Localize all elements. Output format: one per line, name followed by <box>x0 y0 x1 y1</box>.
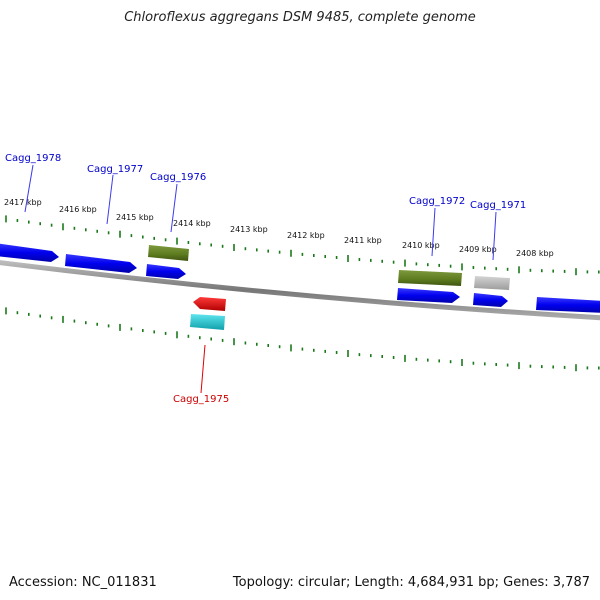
gene-label[interactable]: Cagg_1975 <box>173 394 229 405</box>
gene-arrow[interactable] <box>473 293 508 307</box>
gene-label[interactable]: Cagg_1972 <box>409 196 465 207</box>
gene-arrow[interactable] <box>65 254 137 273</box>
gene-arrow[interactable] <box>190 314 225 330</box>
upper-scale-ticks <box>5 215 600 276</box>
kbp-label: 2415 kbp <box>116 213 154 222</box>
genome-summary-text: Topology: circular; Length: 4,684,931 bp… <box>232 575 590 590</box>
reverse-strand-genes <box>190 297 226 330</box>
gene-arrow[interactable] <box>397 288 460 303</box>
gene-label[interactable]: Cagg_1976 <box>150 172 206 183</box>
gene-arrow[interactable] <box>193 297 226 311</box>
kbp-label: 2409 kbp <box>459 245 497 254</box>
gene-arrow[interactable] <box>146 264 186 279</box>
genome-title: Chloroflexus aggregans DSM 9485, complet… <box>124 10 476 25</box>
gene-arrow[interactable] <box>536 297 600 313</box>
gene-arrow[interactable] <box>0 243 59 262</box>
kbp-label: 2414 kbp <box>173 219 211 228</box>
kbp-label: 2417 kbp <box>4 198 42 207</box>
kbp-label: 2410 kbp <box>402 241 440 250</box>
lower-scale-ticks <box>5 307 600 372</box>
genome-backbone <box>0 260 600 321</box>
gene-arrow[interactable] <box>398 270 462 286</box>
gene-label[interactable]: Cagg_1978 <box>5 153 61 164</box>
gene-arrow[interactable] <box>148 245 189 261</box>
kbp-label: 2416 kbp <box>59 205 97 214</box>
kbp-label: 2412 kbp <box>287 231 325 240</box>
kbp-label: 2408 kbp <box>516 249 554 258</box>
gene-label[interactable]: Cagg_1977 <box>87 164 143 175</box>
label-leader-lines <box>24 164 497 261</box>
kbp-scale-labels: 2417 kbp 2416 kbp 2415 kbp 2414 kbp 2413… <box>4 198 554 258</box>
gene-labels: Cagg_1978 Cagg_1977 Cagg_1976 Cagg_1972 … <box>5 153 526 405</box>
accession-text: Accession: NC_011831 <box>9 575 157 590</box>
gene-arrow[interactable] <box>474 276 510 290</box>
forward-strand-genes <box>0 243 600 313</box>
kbp-label: 2413 kbp <box>230 225 268 234</box>
gene-label[interactable]: Cagg_1971 <box>470 200 526 211</box>
label-leader-line-red <box>200 344 206 394</box>
kbp-label: 2411 kbp <box>344 236 382 245</box>
